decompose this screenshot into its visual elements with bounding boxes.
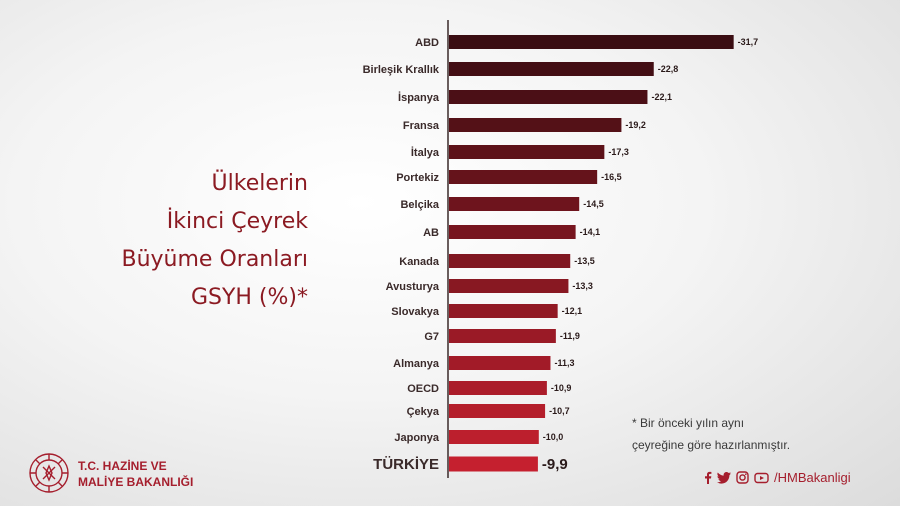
category-label: Portekiz: [396, 172, 439, 184]
twitter-icon[interactable]: [717, 471, 731, 484]
bar: [449, 145, 605, 159]
value-label: -16,5: [601, 172, 622, 182]
value-label: -10,0: [543, 432, 564, 442]
bar: [449, 279, 569, 293]
value-label: -10,9: [551, 383, 572, 393]
social-handle[interactable]: /HMBakanligi: [774, 470, 851, 485]
footnote: * Bir önceki yılın aynı çeyreğine göre h…: [632, 412, 790, 456]
value-label: -13,5: [574, 256, 595, 266]
bar: [449, 356, 551, 370]
social-links: /HMBakanligi: [704, 470, 851, 485]
category-label: AB: [423, 227, 439, 239]
value-label: -19,2: [625, 120, 646, 130]
category-label: Almanya: [393, 358, 440, 370]
value-label: -10,7: [549, 406, 570, 416]
footnote-line: çeyreğine göre hazırlanmıştır.: [632, 438, 791, 452]
value-label: -17,3: [608, 147, 629, 157]
value-label: -22,1: [651, 92, 672, 102]
bars-group: ABD -31,7 Birleşik Krallık -22,8 İspanya -22,…: [363, 35, 759, 473]
title-line: GSYH (%)*: [190, 285, 308, 310]
ministry-logo-icon: [29, 453, 69, 493]
category-label: Japonya: [394, 432, 440, 444]
bar: [449, 254, 571, 268]
value-label: -12,1: [562, 306, 583, 316]
category-label: İtalya: [411, 146, 440, 159]
bar: [449, 35, 734, 49]
category-label: ABD: [415, 37, 439, 49]
bar: [449, 170, 598, 184]
value-label: -22,8: [658, 64, 679, 74]
category-label: Slovakya: [391, 306, 440, 318]
category-label: TÜRKİYE: [373, 456, 439, 473]
category-label: Çekya: [407, 406, 440, 418]
value-label: -11,3: [554, 358, 574, 368]
ministry-name: T.C. HAZİNE VE MALİYE BAKANLIĞI: [78, 458, 193, 490]
value-label: -11,9: [560, 331, 580, 341]
bar: [449, 381, 547, 395]
bar: [449, 430, 539, 444]
title-line: Büyüme Oranları: [121, 247, 309, 272]
bar: [449, 304, 558, 318]
ministry-line: T.C. HAZİNE VE: [78, 459, 167, 473]
value-label: -13,3: [572, 281, 593, 291]
category-label: İspanya: [398, 91, 440, 104]
value-label: -14,1: [580, 227, 601, 237]
footnote-line: * Bir önceki yılın aynı: [632, 416, 745, 430]
bar: [449, 404, 546, 418]
category-label: Avusturya: [386, 281, 440, 293]
instagram-icon[interactable]: [736, 471, 749, 484]
value-label: -14,5: [583, 199, 604, 209]
bar: [449, 118, 622, 132]
value-label: -31,7: [738, 37, 759, 47]
bar: [449, 225, 576, 239]
category-label: G7: [424, 331, 439, 343]
title-line: İkinci Çeyrek: [166, 209, 308, 234]
category-label: Birleşik Krallık: [363, 64, 440, 76]
category-label: Kanada: [399, 256, 440, 268]
chart-title: Ülkelerin İkinci Çeyrek Büyüme Oranları …: [122, 165, 309, 317]
youtube-icon[interactable]: [754, 472, 769, 484]
facebook-icon[interactable]: [704, 471, 712, 484]
value-label: -9,9: [542, 456, 568, 473]
title-line: Ülkelerin: [211, 171, 308, 196]
category-label: Fransa: [403, 120, 440, 132]
category-label: Belçika: [400, 199, 439, 211]
bar: [449, 329, 556, 343]
category-label: OECD: [407, 383, 439, 395]
bar: [449, 456, 538, 472]
bar: [449, 90, 648, 104]
bar: [449, 62, 654, 76]
bar: [449, 197, 580, 211]
ministry-line: MALİYE BAKANLIĞI: [78, 475, 194, 489]
